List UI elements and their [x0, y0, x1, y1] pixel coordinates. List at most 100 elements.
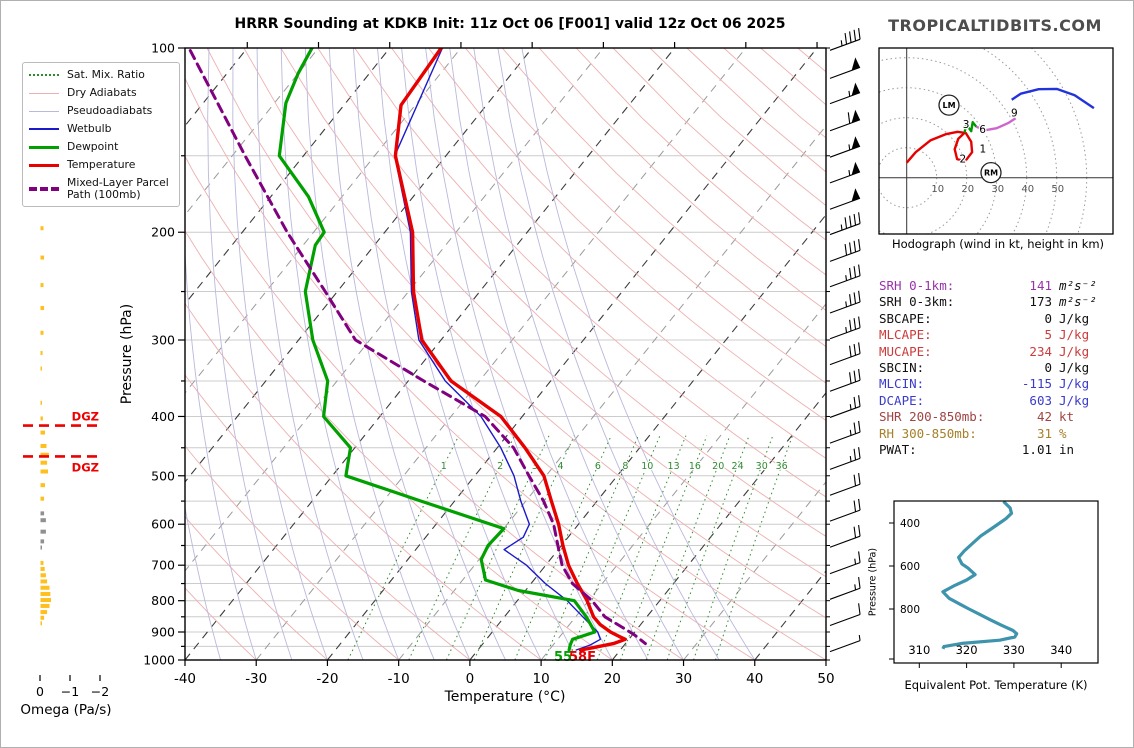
svg-text:100: 100 — [151, 41, 175, 56]
svg-text:58F: 58F — [569, 650, 596, 665]
dewpoint-line-sample — [29, 145, 59, 149]
stat-unit: kt — [1059, 409, 1075, 425]
svg-text:0: 0 — [36, 684, 44, 699]
svg-text:-20: -20 — [316, 671, 338, 687]
temperature-line-sample — [29, 163, 59, 167]
svg-text:-30: -30 — [245, 671, 267, 687]
stat-unit: J/kg — [1059, 376, 1090, 392]
stat-shear-200-850: SHR 200-850mb: 42 kt — [879, 409, 1119, 425]
svg-text:20: 20 — [604, 671, 621, 687]
svg-text:10: 10 — [641, 461, 653, 472]
stat-mucape: MUCAPE: 234 J/kg — [879, 344, 1119, 360]
svg-text:50: 50 — [1051, 184, 1064, 195]
legend-item-temperature: Temperature — [29, 159, 173, 171]
svg-text:1000: 1000 — [143, 653, 175, 668]
stat-label: SHR 200-850mb: — [879, 409, 985, 425]
stat-value: 0 — [1044, 360, 1052, 376]
svg-text:30: 30 — [756, 461, 768, 472]
legend: Sat. Mix. Ratio Dry Adiabats Pseudoadiab… — [22, 62, 180, 207]
stat-unit: J/kg — [1059, 327, 1090, 343]
svg-text:6: 6 — [595, 461, 601, 472]
svg-text:1: 1 — [980, 143, 987, 155]
svg-text:400: 400 — [900, 518, 920, 530]
stat-label: MLCAPE: — [879, 327, 932, 343]
stat-unit: J/kg — [1059, 310, 1090, 326]
dewpoint-curve — [277, 48, 597, 652]
stat-label: SBCAPE: — [879, 310, 932, 326]
stat-value: 42 — [1036, 409, 1052, 425]
svg-text:200: 200 — [151, 225, 175, 240]
stat-label: SRH 0-3km: — [879, 294, 955, 310]
theta-e-yaxis-title: Pressure (hPa) — [867, 547, 879, 617]
stat-unit: m²s⁻² — [1059, 278, 1097, 293]
legend-label: Wetbulb — [67, 122, 112, 135]
stat-value: 31 — [1036, 425, 1052, 441]
legend-label: Dry Adiabats — [67, 86, 137, 99]
temperature-axis: -40 -30 -20 -10 0 10 20 30 40 50 — [174, 660, 835, 687]
legend-item-dewpoint: Dewpoint — [29, 141, 173, 153]
stat-label: MUCAPE: — [879, 343, 932, 359]
legend-item-wetbulb: Wetbulb — [29, 123, 173, 135]
svg-text:-10: -10 — [388, 671, 410, 687]
legend-item-parcel-path: Mixed-Layer Parcel Path (100mb) — [29, 177, 173, 201]
svg-text:24: 24 — [732, 461, 744, 472]
svg-text:6: 6 — [979, 124, 986, 136]
skewt-frame — [184, 47, 827, 661]
stat-value: 173 — [1029, 294, 1052, 310]
svg-text:320: 320 — [956, 643, 978, 657]
wetbulb-line-sample — [29, 128, 59, 130]
skewt-yaxis-title: Pressure (hPa) — [119, 303, 135, 405]
omega-axis: 0 −1 −2 — [36, 675, 109, 699]
theta-e-xaxis-title: Equivalent Pot. Temperature (K) — [904, 678, 1088, 692]
legend-label: Dewpoint — [67, 140, 119, 153]
svg-text:330: 330 — [1003, 643, 1025, 657]
stat-value: -115 — [1021, 376, 1052, 392]
svg-text:700: 700 — [151, 558, 175, 573]
stat-unit: in — [1059, 442, 1075, 458]
stat-value: 0 — [1044, 310, 1052, 326]
omega-bars — [40, 193, 51, 626]
svg-text:8: 8 — [622, 461, 628, 472]
svg-text:−2: −2 — [91, 684, 109, 699]
stat-pwat: PWAT: 1.01 in — [879, 442, 1119, 458]
svg-text:400: 400 — [151, 409, 175, 424]
svg-text:3: 3 — [532, 461, 538, 472]
pressure-axis: 100 200 300 400 500 600 700 800 900 1000 — [143, 41, 830, 668]
svg-text:30: 30 — [675, 671, 692, 687]
stat-sbcape: SBCAPE: 0 J/kg — [879, 311, 1119, 327]
legend-item-dry-adiabats: Dry Adiabats — [29, 87, 173, 99]
svg-text:310: 310 — [908, 643, 930, 657]
stat-mlcin: MLCIN: -115 J/kg — [879, 376, 1119, 392]
stat-label: RH 300-850mb: — [879, 425, 977, 441]
svg-text:−1: −1 — [61, 684, 79, 699]
dgz-markers: DGZ DGZ — [23, 410, 99, 474]
stat-unit: J/kg — [1059, 392, 1090, 408]
svg-text:20: 20 — [961, 184, 974, 195]
legend-label: Mixed-Layer Parcel Path (100mb) — [67, 176, 169, 201]
sat-mix-ratio-line-sample — [29, 74, 59, 76]
wind-barbs — [829, 28, 861, 653]
svg-text:300: 300 — [151, 332, 175, 347]
svg-text:20: 20 — [712, 461, 724, 472]
legend-item-sat-mix-ratio: Sat. Mix. Ratio — [29, 69, 173, 81]
top-axis-ticks — [246, 42, 818, 48]
dry-adiabat-lines — [185, 48, 826, 660]
svg-text:1: 1 — [441, 461, 447, 472]
svg-text:55: 55 — [554, 650, 572, 665]
stat-value: 5 — [1044, 327, 1052, 343]
hodograph-panel: 10 20 30 40 50 1 2 3 6 9 LM RM — [878, 47, 1114, 235]
svg-text:600: 600 — [900, 561, 920, 573]
stat-label: SRH 0-1km: — [879, 278, 955, 293]
svg-text:50: 50 — [817, 671, 834, 687]
stat-dcape: DCAPE: 603 J/kg — [879, 393, 1119, 409]
svg-text:3: 3 — [963, 119, 970, 131]
stat-value: 234 — [1029, 343, 1052, 359]
theta-e-panel: 310 320 330 340 400 600 800 — [889, 500, 1099, 668]
svg-text:340: 340 — [1050, 643, 1072, 657]
pseudoadiabat-lines — [185, 48, 756, 660]
svg-text:600: 600 — [151, 517, 175, 532]
svg-text:16: 16 — [689, 461, 701, 472]
